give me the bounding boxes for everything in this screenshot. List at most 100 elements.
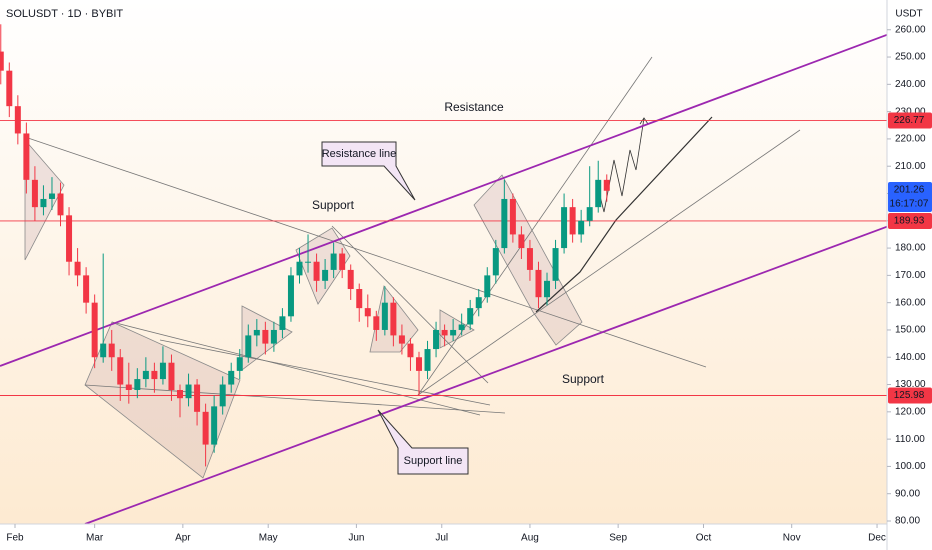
candle-body [125,384,132,390]
y-unit: USDT [895,9,922,20]
candle-body [287,275,294,317]
candle-body [262,329,269,344]
candle-body [0,51,4,71]
y-tick-label: 110.00 [895,434,925,445]
candle-body [117,357,124,385]
candle-body [305,261,312,263]
candle-body [228,370,235,385]
candle-body [134,379,141,390]
x-tick-label: Dec [868,533,886,544]
candles [0,24,610,467]
candle-body [458,324,465,330]
levels [0,119,887,396]
candle-body [270,329,277,344]
x-tick-label: Apr [175,533,191,544]
y-tick-label: 210.00 [895,161,926,172]
y-tick-label: 240.00 [895,79,926,90]
candle-body [569,207,576,235]
y-tick-label: 170.00 [895,270,926,281]
candle-body [586,207,593,221]
candle-body [236,357,243,371]
candle-body [330,253,337,270]
annotation: Support [562,372,605,386]
level-label-box [888,387,932,404]
candle-body [322,269,329,281]
candle-body [433,329,440,350]
x-tick-label: Sep [609,533,627,544]
candle-body [475,297,482,309]
x-tick-label: Jun [348,533,364,544]
candle-body [66,215,73,262]
countdown: 16:17:07 [890,199,929,210]
candle-body [595,179,602,208]
candle-body [296,261,303,276]
y-tick-label: 260.00 [895,24,926,35]
candle-body [467,308,474,325]
candle-body [142,370,149,380]
y-tick-label: 250.00 [895,52,926,63]
price-axis [887,0,932,550]
candle-body [91,302,98,358]
level-label: 226.77 [894,115,925,126]
candle-body [450,329,457,336]
candle-body [177,389,184,399]
candle-body [23,133,30,180]
candle-body [381,302,388,330]
candle-body [253,329,260,336]
x-tick-label: May [259,533,278,544]
candle-body [398,335,405,344]
candle-body [194,384,201,412]
candle-body [219,384,226,407]
candle-body [535,269,542,298]
candle-body [185,384,192,399]
candle-body [492,248,499,276]
candle-body [364,308,371,317]
candle-body [40,198,47,208]
candle-body [6,70,13,107]
candle-body [48,193,55,199]
x-tick-label: Aug [521,533,539,544]
annotations: Resistance Support Support Resistance li… [312,100,605,475]
y-tick-label: 80.00 [895,516,920,527]
symbol: SOLUSDT · 1D · BYBIT [6,8,123,20]
annotation: Resistance [444,100,504,114]
candle-body [74,261,81,276]
y-tick-label: 130.00 [895,379,926,390]
candle-body [518,234,525,249]
candle-body [57,193,64,216]
candle-body [526,248,533,270]
y-tick-label: 180.00 [895,243,926,254]
candle-body [561,207,568,249]
level-label: 189.93 [894,216,925,227]
callout [377,409,469,475]
candle-body [356,289,363,309]
candle-body [31,179,38,208]
x-tick-label: Mar [86,533,104,544]
candle-body [211,406,218,445]
candle-body [14,106,21,134]
callout-text: Resistance line [322,148,397,160]
y-tick-label: 230.00 [895,106,926,117]
candle-body [407,343,414,358]
candle-body [313,261,320,281]
candle-body [552,248,559,281]
candle-body [578,220,585,235]
x-tick-label: Jul [435,533,448,544]
level-label-box [888,112,932,129]
level-label: 125.98 [894,390,925,401]
candle-body [168,362,175,390]
candle-body [159,362,166,380]
candle-body [279,316,286,330]
candle-body [603,179,610,191]
time-axis [0,524,887,550]
candle-body [108,343,115,358]
price-labels: 226.77 189.93 125.98 201.26 16:17:07 [888,112,932,404]
candle-body [501,198,508,249]
y-tick-label: 120.00 [895,406,926,417]
last-price: 201.26 [894,185,925,196]
candle-body [202,411,209,445]
candle-body [544,280,551,298]
candle-body [373,316,380,330]
last-price-box [888,182,932,213]
